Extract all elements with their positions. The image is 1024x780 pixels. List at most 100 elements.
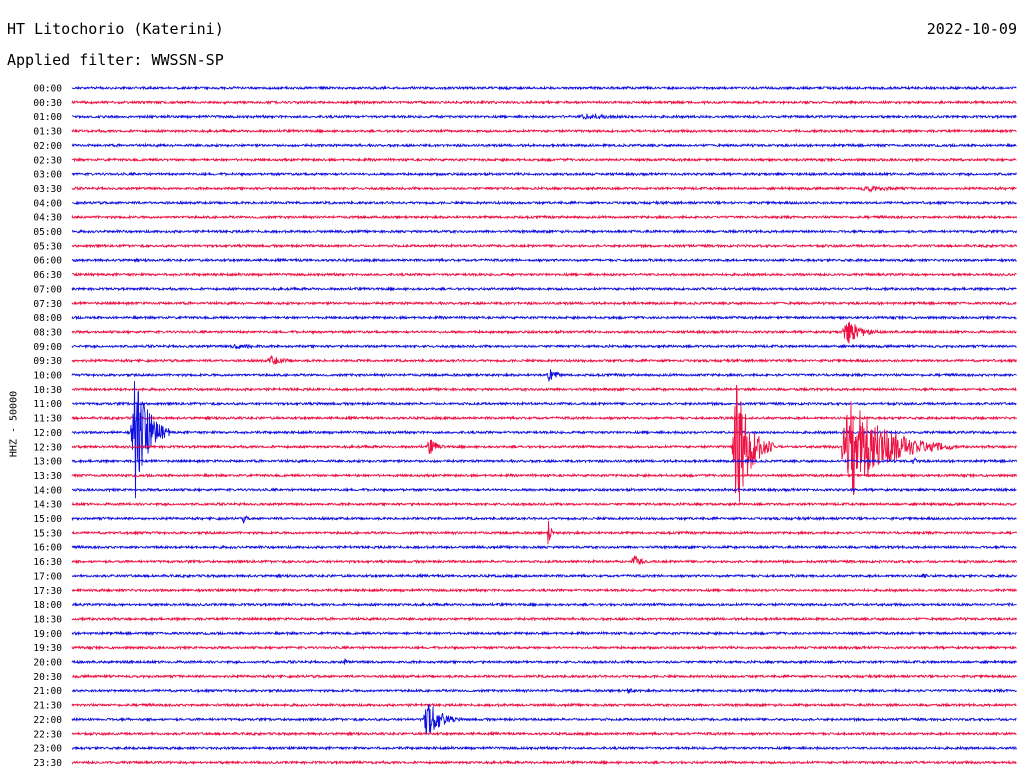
row-time-label: 11:30 — [33, 414, 62, 425]
row-time-label: 15:00 — [33, 514, 62, 525]
row-time-label: 05:00 — [33, 227, 62, 238]
row-time-label: 01:30 — [33, 127, 62, 138]
trace-row — [71, 314, 1017, 321]
row-time-label: 09:30 — [33, 356, 62, 367]
trace-row — [71, 644, 1017, 651]
trace-row — [71, 355, 1017, 365]
trace-row — [71, 745, 1017, 752]
row-time-label: 04:00 — [33, 198, 62, 209]
trace-row — [71, 112, 1017, 120]
row-time-label: 23:00 — [33, 744, 62, 755]
row-time-label: 06:30 — [33, 270, 62, 281]
trace-row — [71, 486, 1017, 493]
trace-row — [71, 687, 1017, 694]
row-time-label: 07:00 — [33, 284, 62, 295]
row-time-label: 19:30 — [33, 643, 62, 654]
trace-row — [71, 228, 1017, 235]
row-time-label: 15:30 — [33, 528, 62, 539]
row-time-label: 22:00 — [33, 715, 62, 726]
row-time-label: 03:00 — [33, 170, 62, 181]
row-time-label: 12:30 — [33, 442, 62, 453]
row-time-label: 20:00 — [33, 658, 62, 669]
row-time-label: 12:00 — [33, 428, 62, 439]
trace-row — [71, 572, 1017, 579]
trace-row — [71, 415, 1017, 421]
trace-row — [71, 214, 1017, 221]
row-time-label: 19:00 — [33, 629, 62, 640]
row-time-label: 20:30 — [33, 672, 62, 683]
trace-row — [71, 544, 1017, 551]
row-time-label: 13:00 — [33, 457, 62, 468]
row-time-label: 07:30 — [33, 299, 62, 310]
trace-row — [71, 257, 1017, 264]
trace-row — [71, 242, 1017, 249]
trace-row — [71, 386, 1017, 393]
row-time-label: 00:00 — [33, 84, 62, 95]
trace-row — [71, 673, 1017, 680]
time-label-group: 00:00 00:30 01:00 01:30 02:00 02:30 03:00 03:30… — [33, 84, 62, 769]
trace-row — [71, 285, 1017, 292]
trace-row — [71, 128, 1017, 134]
row-time-label: 02:30 — [33, 155, 62, 166]
row-time-label: 21:30 — [33, 701, 62, 712]
row-time-label: 00:30 — [33, 98, 62, 109]
trace-row — [71, 730, 1017, 737]
row-time-label: 04:30 — [33, 213, 62, 224]
trace-row — [71, 658, 1017, 665]
trace-row — [71, 85, 1017, 91]
date-label: 2022-10-09 — [926, 20, 1017, 38]
trace-row — [71, 400, 1017, 407]
trace-row — [71, 601, 1017, 608]
trace-row — [71, 615, 1017, 622]
trace-row — [71, 630, 1017, 637]
row-time-label: 02:00 — [33, 141, 62, 152]
trace-row — [71, 321, 1017, 344]
row-time-label: 17:30 — [33, 586, 62, 597]
trace-row — [71, 472, 1017, 479]
row-time-label: 08:00 — [33, 313, 62, 324]
row-time-label: 14:30 — [33, 500, 62, 511]
trace-row — [71, 456, 1017, 465]
trace-row — [71, 702, 1017, 709]
trace-row — [71, 156, 1017, 163]
trace-row — [71, 515, 1017, 524]
trace-row — [71, 384, 1017, 502]
row-time-label: 10:30 — [33, 385, 62, 396]
trace-row — [71, 300, 1017, 307]
row-time-label: 06:00 — [33, 256, 62, 267]
row-time-label: 10:00 — [33, 371, 62, 382]
row-time-label: 08:30 — [33, 327, 62, 338]
row-time-label: 09:00 — [33, 342, 62, 353]
trace-row — [71, 759, 1017, 766]
row-time-label: 18:00 — [33, 600, 62, 611]
row-time-label: 18:30 — [33, 614, 62, 625]
filter-label: Applied filter: WWSSN-SP — [7, 51, 224, 69]
row-time-label: 23:30 — [33, 758, 62, 769]
trace-row — [71, 369, 1017, 382]
row-time-label: 16:30 — [33, 557, 62, 568]
trace-row — [71, 199, 1017, 206]
row-time-label: 16:00 — [33, 543, 62, 554]
trace-row — [71, 171, 1017, 178]
trace-row — [71, 271, 1017, 278]
row-time-label: 22:30 — [33, 729, 62, 740]
row-time-label: 03:30 — [33, 184, 62, 195]
row-time-label: 21:00 — [33, 686, 62, 697]
trace-row — [71, 587, 1017, 594]
row-time-label: 17:00 — [33, 571, 62, 582]
row-time-label: 13:30 — [33, 471, 62, 482]
trace-row — [71, 142, 1017, 149]
trace-row — [71, 185, 1017, 193]
row-time-label: 11:00 — [33, 399, 62, 410]
trace-row — [71, 555, 1017, 565]
row-time-label: 01:00 — [33, 112, 62, 123]
row-time-label: 05:30 — [33, 241, 62, 252]
trace-row — [71, 521, 1017, 545]
row-time-label: 14:00 — [33, 485, 62, 496]
trace-row — [71, 703, 1017, 734]
trace-row — [71, 343, 1017, 350]
trace-row — [71, 501, 1017, 508]
trace-group — [71, 85, 1017, 766]
station-title: HT Litochorio (Katerini) — [7, 20, 224, 38]
